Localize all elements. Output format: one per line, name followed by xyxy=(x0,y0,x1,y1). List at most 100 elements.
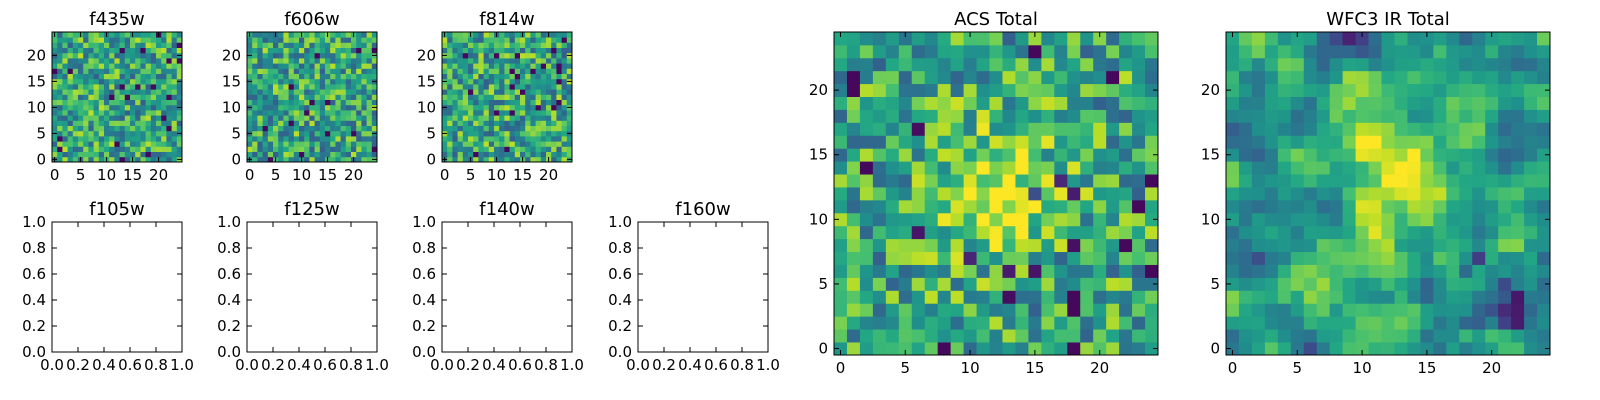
heatmap-cell xyxy=(457,156,464,163)
heatmap-cell xyxy=(335,63,341,69)
heatmap-cell xyxy=(1498,290,1512,304)
heatmap-cell xyxy=(989,251,1003,265)
heatmap-cell xyxy=(494,68,500,74)
heatmap-cell xyxy=(1472,212,1486,227)
heatmap-cell xyxy=(140,110,146,116)
heatmap-cell xyxy=(67,136,74,142)
heatmap-cell xyxy=(156,110,162,116)
heatmap-cell xyxy=(1381,161,1395,175)
heatmap-cell xyxy=(1080,96,1094,110)
heatmap-cell xyxy=(1002,225,1016,240)
heatmap-cell xyxy=(1290,251,1305,265)
heatmap-cell xyxy=(325,136,331,142)
heatmap-cell xyxy=(345,110,352,116)
heatmap-cell xyxy=(83,115,89,121)
heatmap-cell xyxy=(314,89,321,95)
heatmap-cell xyxy=(1407,96,1421,110)
heatmap-cell xyxy=(1093,187,1107,201)
heatmap-cell xyxy=(1498,199,1512,214)
heatmap-cell xyxy=(911,148,926,162)
heatmap-cell xyxy=(1511,342,1525,356)
heatmap-cell xyxy=(130,115,136,121)
heatmap-cell xyxy=(898,109,913,123)
heatmap-cell xyxy=(72,94,79,100)
heatmap-cell xyxy=(898,174,913,188)
heatmap-cell xyxy=(361,130,367,137)
heatmap-cell xyxy=(288,110,295,116)
heatmap-cell xyxy=(171,125,178,132)
heatmap-cell xyxy=(140,63,146,69)
heatmap-cell xyxy=(488,84,495,90)
heatmap-cell xyxy=(546,141,552,147)
heatmap-cell xyxy=(976,161,990,175)
heatmap-cell xyxy=(257,130,263,137)
heatmap-cell xyxy=(859,277,874,291)
heatmap-cell xyxy=(1028,264,1042,278)
heatmap-cell xyxy=(293,37,300,43)
heatmap-cell xyxy=(299,78,305,85)
heatmap-cell xyxy=(1381,57,1395,72)
heatmap-cell xyxy=(530,146,536,152)
heatmap-cell xyxy=(319,52,326,59)
heatmap-cell xyxy=(109,68,115,74)
heatmap-cell xyxy=(846,57,861,72)
heatmap-cell xyxy=(67,32,74,38)
heatmap-cell xyxy=(309,63,315,69)
heatmap-cell xyxy=(976,135,990,149)
heatmap-cell xyxy=(1498,251,1512,265)
heatmap-cell xyxy=(52,84,58,90)
heatmap-cell xyxy=(1002,238,1016,253)
heatmap-cell xyxy=(483,52,490,59)
heatmap-cell xyxy=(1067,329,1081,343)
heatmap-cell xyxy=(273,63,279,69)
heatmap-cell xyxy=(62,110,68,116)
heatmap-cell xyxy=(371,99,378,106)
heatmap-cell xyxy=(872,70,887,85)
heatmap-cell xyxy=(1067,238,1081,253)
heatmap-cell xyxy=(504,141,510,147)
heatmap-cell xyxy=(62,104,68,111)
heatmap-cell xyxy=(504,63,510,69)
heatmap-cell xyxy=(283,68,289,74)
heatmap-cell xyxy=(150,120,157,126)
heatmap-cell xyxy=(1381,238,1395,253)
heatmap-cell xyxy=(1015,264,1029,278)
heatmap-cell xyxy=(885,44,900,59)
heatmap-cell xyxy=(924,32,939,46)
heatmap-cell xyxy=(846,109,861,123)
heatmap-cell xyxy=(1524,187,1538,201)
heatmap-cell xyxy=(1511,290,1525,304)
heatmap-cell xyxy=(911,161,926,175)
heatmap-cell xyxy=(262,136,269,142)
heatmap-cell xyxy=(145,146,152,152)
x-tick-label: 0.0 xyxy=(235,356,259,374)
heatmap-cell xyxy=(520,151,526,158)
heatmap-cell xyxy=(278,146,284,152)
heatmap-cell xyxy=(304,84,310,90)
heatmap-cell xyxy=(366,151,373,158)
heatmap-cell xyxy=(345,99,352,106)
heatmap-cell xyxy=(1093,174,1107,188)
heatmap-cell xyxy=(1459,161,1473,175)
heatmap-cell xyxy=(83,52,89,59)
heatmap-cell xyxy=(319,120,326,126)
heatmap-cell xyxy=(1028,161,1042,175)
heatmap-cell xyxy=(288,37,295,43)
heatmap-cell xyxy=(963,316,977,330)
heatmap-cell xyxy=(278,120,284,126)
heatmap-cell xyxy=(483,136,490,142)
heatmap-cell xyxy=(1277,329,1292,343)
heatmap-cell xyxy=(447,94,453,100)
heatmap-cell xyxy=(546,130,552,137)
heatmap-cell xyxy=(1316,238,1331,253)
heatmap-cell xyxy=(176,99,183,106)
heatmap-cell xyxy=(314,42,321,48)
heatmap-cell xyxy=(93,58,100,64)
heatmap-cell xyxy=(314,110,321,116)
heatmap-cell xyxy=(1524,212,1538,227)
heatmap-cell xyxy=(546,104,552,111)
heatmap-cell xyxy=(1537,57,1551,72)
heatmap-cell xyxy=(937,83,952,97)
heatmap-cell xyxy=(1028,187,1042,201)
heatmap-cell xyxy=(530,63,536,69)
